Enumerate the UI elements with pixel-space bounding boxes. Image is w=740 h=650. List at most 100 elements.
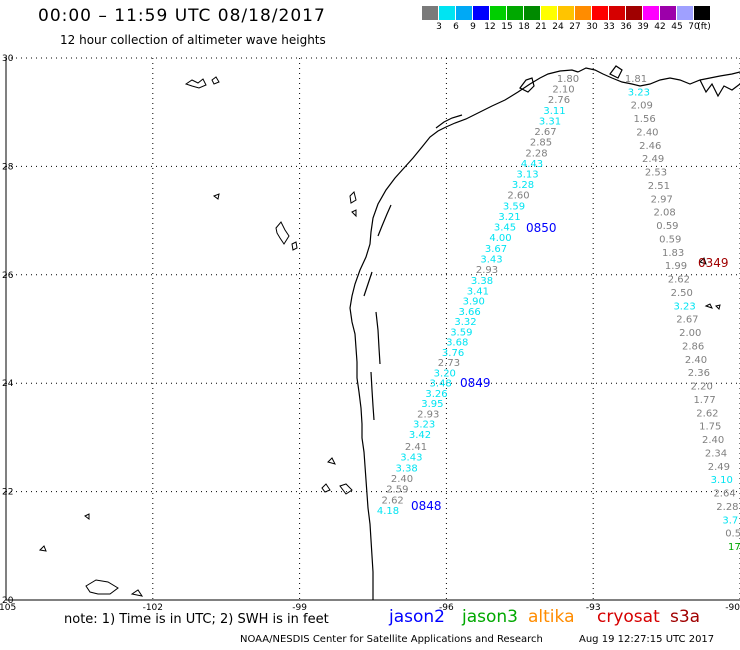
wave-height-value: 2.28	[716, 502, 738, 513]
wave-height-value: 1.77	[693, 395, 715, 406]
map-title: 00:00 – 11:59 UTC 08/18/2017	[38, 6, 326, 26]
colorbar-label: 30	[586, 22, 598, 32]
wave-height-value: 3.41	[467, 286, 489, 297]
wave-height-value: 2.40	[391, 474, 413, 485]
wave-height-value: 3.42	[409, 430, 431, 441]
colorbar-label: 15	[501, 22, 513, 32]
longitude-label: -99	[292, 603, 307, 613]
wave-height-value: 3.10	[711, 475, 733, 486]
wave-height-value: 4.18	[377, 506, 399, 517]
colorbar-swatch	[660, 6, 677, 20]
barrier-island-4	[375, 311, 381, 365]
barrier-island-2	[377, 204, 392, 237]
wave-height-value: 3.23	[673, 301, 695, 312]
longitude-label: -93	[586, 603, 601, 613]
wave-height-value: 0.5	[725, 529, 740, 540]
wave-height-value: 3.43	[400, 453, 422, 464]
colorbar-label: 3	[436, 22, 442, 32]
source-credit: NOAA/NESDIS Center for Satellite Applica…	[240, 634, 543, 645]
wave-height-value: 3.32	[454, 317, 476, 328]
barrier-island-3	[363, 271, 373, 297]
colorbar-label: 45	[671, 22, 683, 32]
laguna-madre	[370, 371, 375, 421]
wave-height-value: 2.76	[548, 95, 570, 106]
colorbar-swatch	[558, 6, 575, 20]
wave-height-value: 2.86	[682, 341, 704, 352]
wave-height-value: 3.11	[543, 106, 565, 117]
legend-cryosat: cryosat	[597, 607, 660, 627]
wave-height-value: 3.68	[446, 338, 468, 349]
wave-height-value: 1.81	[625, 74, 647, 85]
wave-height-value: 3.26	[425, 389, 447, 400]
legend-jason3: jason3	[462, 607, 518, 627]
wave-height-value: 1.83	[662, 248, 684, 259]
colorbar-label: 42	[654, 22, 666, 32]
colorbar-swatch	[626, 6, 643, 20]
longitude-label: -105	[0, 603, 16, 613]
wave-height-value: 0.59	[656, 221, 678, 232]
latitude-label: 30	[2, 54, 14, 64]
legend-jason2: jason2	[389, 607, 445, 627]
barrier-island-1	[435, 114, 463, 129]
wave-height-value: 2.40	[636, 127, 658, 138]
wave-height-value: 3.7	[722, 515, 738, 526]
wave-height-value: 0.59	[659, 234, 681, 245]
colorbar-label: 39	[637, 22, 649, 32]
wave-height-value: 2.64	[713, 489, 735, 500]
wave-height-value: 2.53	[645, 168, 667, 179]
wave-height-value: 2.40	[685, 355, 707, 366]
colorbar-swatch	[507, 6, 524, 20]
wave-height-value: 3.59	[503, 201, 525, 212]
louisiana-coastline	[577, 67, 740, 87]
latitude-label: 22	[2, 488, 13, 498]
map-frame	[5, 58, 740, 601]
colorbar-label: 12	[484, 22, 496, 32]
colorbar-swatch	[439, 6, 456, 20]
track-cryosat-0349: 1.81 3.23 2.09 1.56 2.40 2.46 2.49 2.53 2.51 2.97…	[625, 74, 740, 553]
pass-time-label: 0349	[698, 256, 729, 270]
wave-height-value: 2.93	[417, 409, 439, 420]
colorbar-label: 27	[569, 22, 581, 32]
colorbar	[422, 6, 711, 20]
wave-height-value: 2.67	[534, 127, 556, 138]
wave-height-value: 3.38	[396, 463, 418, 474]
wave-height-value: 3.67	[485, 244, 507, 255]
wave-height-value: 2.49	[708, 462, 730, 473]
wave-height-value: 2.08	[653, 208, 675, 219]
wave-height-value: 2.46	[639, 141, 661, 152]
wave-height-value: 2.41	[405, 442, 427, 453]
wave-height-value: 2.67	[676, 315, 698, 326]
colorbar-swatch	[677, 6, 694, 20]
track-jason2-0849: 3.383.413.903.663.323.593.683.762.733.20…	[409, 276, 493, 441]
longitude-label: -96	[439, 603, 454, 613]
wave-height-value: 2.09	[631, 101, 653, 112]
colorbar-swatch	[609, 6, 626, 20]
colorbar-swatch	[456, 6, 473, 20]
wave-height-value: 3.31	[539, 116, 561, 127]
wave-height-value: 3.45	[494, 223, 516, 234]
colorbar-swatch	[490, 6, 507, 20]
colorbar-labels: 3 6 9 12 15 18 21 24 27 30 33 36 39 42 45 70 (ft)	[422, 22, 740, 34]
colorbar-label: 24	[552, 22, 564, 32]
wave-height-value: 3.66	[458, 307, 480, 318]
wave-height-value: 2.60	[507, 191, 529, 202]
wave-height-value: 2.62	[382, 495, 404, 506]
pass-time-label: 0848	[411, 499, 442, 513]
wave-height-value: 3.13	[516, 170, 538, 181]
colorbar-label: 9	[470, 22, 476, 32]
colorbar-swatch	[694, 6, 711, 20]
graticule	[5, 57, 740, 601]
wave-height-value: 2.40	[702, 435, 724, 446]
wave-height-value: 3.23	[413, 420, 435, 431]
wave-height-value: 2.20	[691, 382, 713, 393]
track-jason2-0850: 1.802.102.763.113.312.672.852.284.433.13…	[476, 74, 579, 276]
wave-height-value: 2.50	[671, 288, 693, 299]
generated-timestamp: Aug 19 12:27:15 UTC 2017	[579, 634, 715, 645]
wave-height-value: 3.95	[421, 399, 443, 410]
track-jason2-0848: 2.413.433.382.402.592.624.18 0848	[377, 442, 442, 517]
colorbar-swatch	[524, 6, 541, 20]
wave-height-value: 4.00	[489, 233, 511, 244]
colorbar-swatch	[473, 6, 490, 20]
